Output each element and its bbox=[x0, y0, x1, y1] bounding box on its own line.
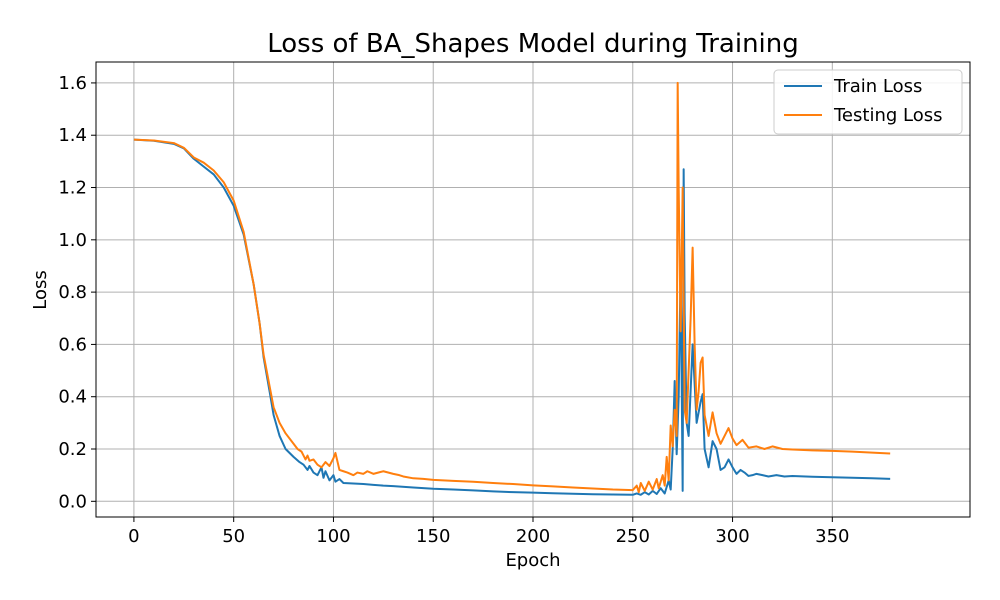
x-tick-label: 250 bbox=[616, 526, 650, 547]
x-axis-label: Epoch bbox=[505, 550, 560, 571]
legend-label-train-loss: Train Loss bbox=[833, 76, 922, 97]
y-tick-label: 1.4 bbox=[58, 125, 87, 146]
y-tick-label: 0.0 bbox=[58, 491, 87, 512]
series-line-train-loss bbox=[133, 138, 891, 496]
y-tick-label: 1.2 bbox=[58, 178, 87, 199]
y-tick-label: 1.6 bbox=[58, 73, 87, 94]
x-axis-ticks: 0 50 100 150 200 250 300 350 bbox=[128, 517, 849, 547]
x-tick-label: 150 bbox=[416, 526, 450, 547]
x-tick-label: 0 bbox=[128, 526, 139, 547]
x-tick-label: 200 bbox=[516, 526, 550, 547]
chart-title: Loss of BA_Shapes Model during Training bbox=[267, 29, 799, 59]
series-line-testing-loss bbox=[133, 81, 891, 494]
x-tick-label: 50 bbox=[222, 526, 245, 547]
y-axis-ticks: 0.0 0.2 0.4 0.6 0.8 1.0 1.2 1.4 1.6 bbox=[58, 73, 96, 512]
gridlines bbox=[96, 62, 970, 517]
legend-label-testing-loss: Testing Loss bbox=[833, 105, 942, 126]
y-axis-label: Loss bbox=[30, 270, 51, 309]
y-tick-label: 0.2 bbox=[58, 439, 87, 460]
y-tick-label: 0.4 bbox=[58, 387, 87, 408]
y-tick-label: 0.6 bbox=[58, 334, 87, 355]
x-tick-label: 350 bbox=[815, 526, 849, 547]
x-tick-label: 300 bbox=[715, 526, 749, 547]
y-tick-label: 1.0 bbox=[58, 230, 87, 251]
y-tick-label: 0.8 bbox=[58, 282, 87, 303]
x-tick-label: 100 bbox=[316, 526, 350, 547]
legend: Train Loss Testing Loss bbox=[773, 69, 963, 135]
series-lines bbox=[133, 81, 891, 496]
